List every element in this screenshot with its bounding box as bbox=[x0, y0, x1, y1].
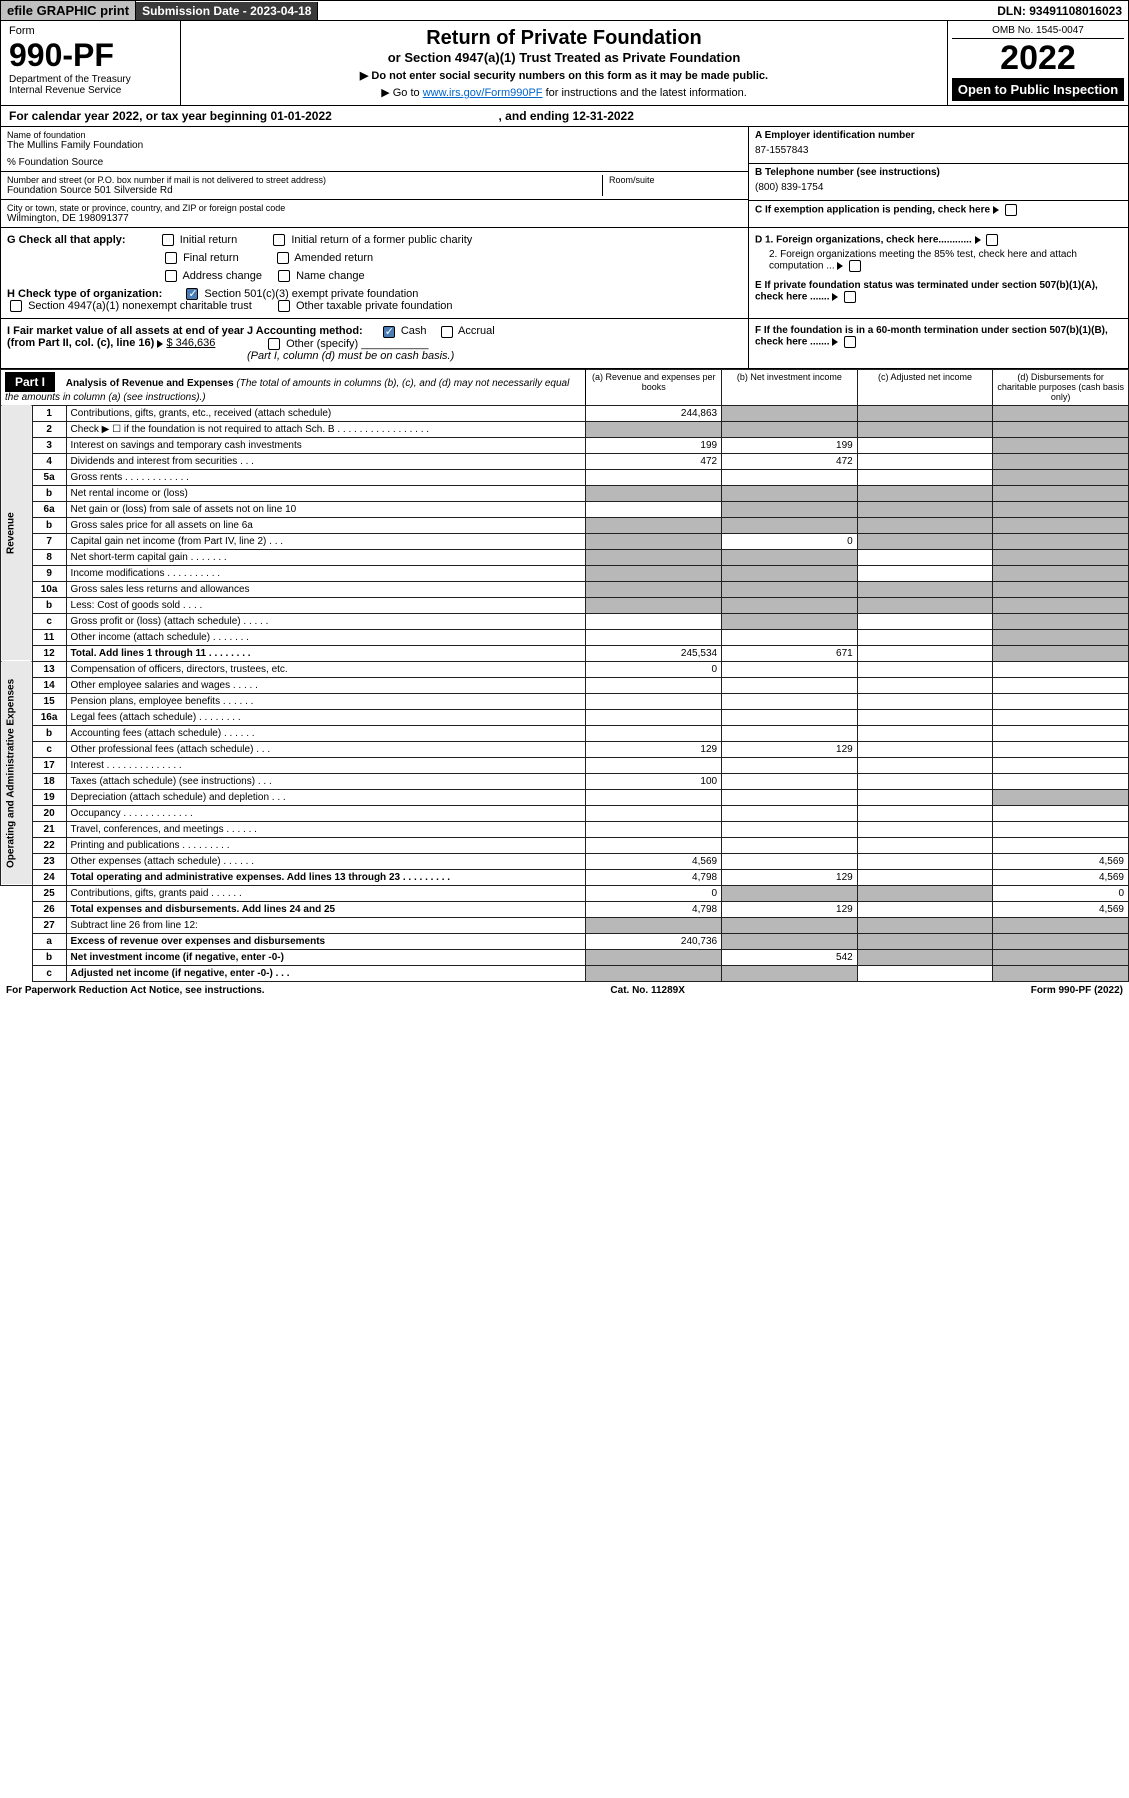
form-subtitle: or Section 4947(a)(1) Trust Treated as P… bbox=[187, 50, 941, 65]
paperwork-notice: For Paperwork Reduction Act Notice, see … bbox=[6, 985, 265, 996]
phone-label: B Telephone number (see instructions) bbox=[755, 167, 1122, 178]
irs-link[interactable]: www.irs.gov/Form990PF bbox=[423, 87, 543, 99]
amended-checkbox[interactable] bbox=[277, 252, 289, 264]
phone: (800) 839-1754 bbox=[755, 178, 1122, 197]
tax-year: 2022 bbox=[952, 39, 1124, 78]
initial-return-checkbox[interactable] bbox=[162, 234, 174, 246]
irs: Internal Revenue Service bbox=[9, 85, 172, 96]
ein-label: A Employer identification number bbox=[755, 130, 1122, 141]
note-link: ▶ Go to www.irs.gov/Form990PF for instru… bbox=[187, 86, 941, 99]
g-label: G Check all that apply: bbox=[7, 234, 126, 246]
col-b-header: (b) Net investment income bbox=[722, 369, 858, 405]
exemption-pending-label: C If exemption application is pending, c… bbox=[755, 205, 990, 216]
part1-table: Part I Analysis of Revenue and Expenses … bbox=[0, 369, 1129, 982]
j-label: J Accounting method: bbox=[247, 325, 363, 337]
cat-no: Cat. No. 11289X bbox=[610, 985, 684, 996]
col-c-header: (c) Adjusted net income bbox=[857, 369, 993, 405]
form-ref: Form 990-PF (2022) bbox=[1031, 985, 1123, 996]
check-section-i-j: I Fair market value of all assets at end… bbox=[0, 319, 1129, 368]
60month-checkbox[interactable] bbox=[844, 336, 856, 348]
care-of: % Foundation Source bbox=[7, 157, 742, 168]
calendar-year-row: For calendar year 2022, or tax year begi… bbox=[0, 106, 1129, 127]
open-public-badge: Open to Public Inspection bbox=[952, 78, 1124, 101]
expenses-side-label: Operating and Administrative Expenses bbox=[1, 661, 33, 885]
revenue-side-label: Revenue bbox=[1, 405, 33, 661]
foundation-name: The Mullins Family Foundation bbox=[7, 140, 742, 151]
j-note: (Part I, column (d) must be on cash basi… bbox=[247, 350, 742, 362]
entity-info: Name of foundation The Mullins Family Fo… bbox=[0, 127, 1129, 228]
e-label: E If private foundation status was termi… bbox=[755, 280, 1098, 303]
exemption-checkbox[interactable] bbox=[1005, 204, 1017, 216]
street-address: Foundation Source 501 Silverside Rd bbox=[7, 185, 602, 196]
cash-checkbox[interactable] bbox=[383, 326, 395, 338]
name-label: Name of foundation bbox=[7, 130, 742, 140]
submission-date: Submission Date - 2023-04-18 bbox=[136, 2, 318, 20]
terminated-checkbox[interactable] bbox=[844, 291, 856, 303]
501c3-checkbox[interactable] bbox=[186, 288, 198, 300]
85pct-checkbox[interactable] bbox=[849, 260, 861, 272]
other-method-checkbox[interactable] bbox=[268, 338, 280, 350]
4947-checkbox[interactable] bbox=[10, 300, 22, 312]
ein: 87-1557843 bbox=[755, 141, 1122, 160]
form-header: Form 990-PF Department of the Treasury I… bbox=[0, 21, 1129, 106]
addr-label: Number and street (or P.O. box number if… bbox=[7, 175, 602, 185]
col-d-header: (d) Disbursements for charitable purpose… bbox=[993, 369, 1129, 405]
part1-badge: Part I bbox=[5, 372, 55, 392]
accrual-checkbox[interactable] bbox=[441, 326, 453, 338]
footer: For Paperwork Reduction Act Notice, see … bbox=[0, 982, 1129, 999]
form-title: Return of Private Foundation bbox=[187, 27, 941, 50]
initial-former-checkbox[interactable] bbox=[273, 234, 285, 246]
city-label: City or town, state or province, country… bbox=[7, 203, 742, 213]
efile-print-button[interactable]: efile GRAPHIC print bbox=[1, 1, 136, 20]
top-bar: efile GRAPHIC print Submission Date - 20… bbox=[0, 0, 1129, 21]
dept: Department of the Treasury bbox=[9, 74, 172, 85]
form-number: 990-PF bbox=[9, 37, 172, 74]
name-change-checkbox[interactable] bbox=[278, 270, 290, 282]
final-return-checkbox[interactable] bbox=[165, 252, 177, 264]
check-section-g-h: G Check all that apply: Initial return I… bbox=[0, 228, 1129, 319]
arrow-icon bbox=[993, 206, 999, 214]
form-word: Form bbox=[9, 25, 172, 37]
col-a-header: (a) Revenue and expenses per books bbox=[586, 369, 722, 405]
f-label: F If the foundation is in a 60-month ter… bbox=[755, 325, 1108, 348]
other-taxable-checkbox[interactable] bbox=[278, 300, 290, 312]
room-label: Room/suite bbox=[609, 175, 742, 185]
h-label: H Check type of organization: bbox=[7, 288, 162, 300]
city-state-zip: Wilmington, DE 198091377 bbox=[7, 213, 742, 224]
address-change-checkbox[interactable] bbox=[165, 270, 177, 282]
d1-label: D 1. Foreign organizations, check here..… bbox=[755, 235, 972, 246]
dln: DLN: 93491108016023 bbox=[991, 2, 1128, 20]
d2-label: 2. Foreign organizations meeting the 85%… bbox=[769, 249, 1077, 272]
foreign-org-checkbox[interactable] bbox=[986, 234, 998, 246]
fmv-value: $ 346,636 bbox=[166, 337, 215, 349]
note-ssn: ▶ Do not enter social security numbers o… bbox=[187, 69, 941, 82]
part1-title: Analysis of Revenue and Expenses bbox=[66, 378, 234, 389]
omb-number: OMB No. 1545-0047 bbox=[952, 25, 1124, 39]
